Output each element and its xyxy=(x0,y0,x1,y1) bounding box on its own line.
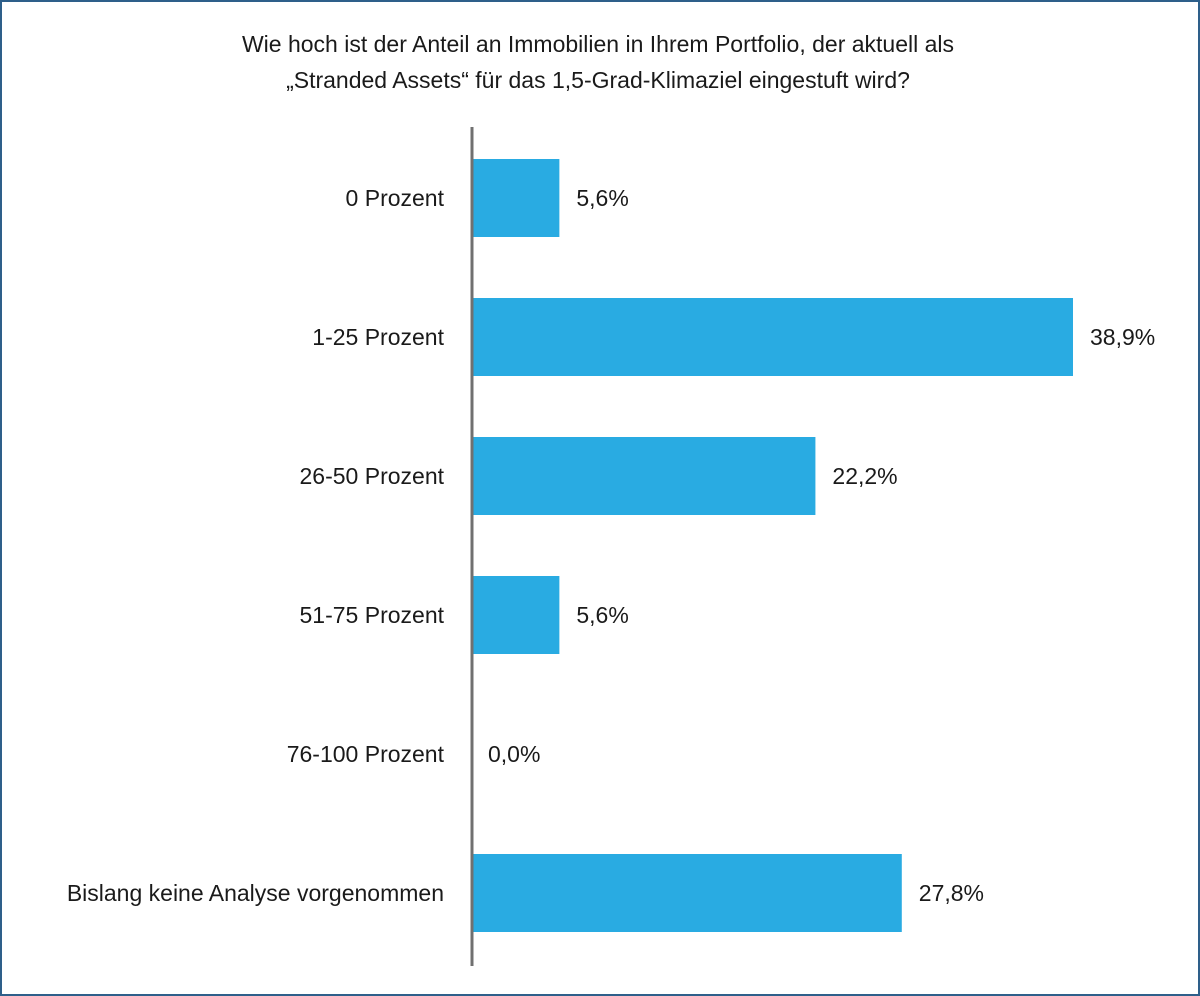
category-label-5: Bislang keine Analyse vorgenommen xyxy=(67,880,444,906)
bar-2 xyxy=(473,437,816,515)
value-label-4: 0,0% xyxy=(488,741,540,767)
category-label-0: 0 Prozent xyxy=(346,185,445,211)
value-label-5: 27,8% xyxy=(919,880,984,906)
category-label-3: 51-75 Prozent xyxy=(300,602,445,628)
category-label-2: 26-50 Prozent xyxy=(300,463,445,489)
chart-title: Wie hoch ist der Anteil an Immobilien in… xyxy=(0,26,1196,98)
bar-3 xyxy=(473,576,560,654)
chart-title-line-1: Wie hoch ist der Anteil an Immobilien in… xyxy=(241,31,955,57)
bar-1 xyxy=(473,298,1073,376)
bar-0 xyxy=(473,159,560,237)
value-label-3: 5,6% xyxy=(576,602,628,628)
value-label-1: 38,9% xyxy=(1090,324,1155,350)
category-label-1: 1-25 Prozent xyxy=(312,324,444,350)
value-label-2: 22,2% xyxy=(832,463,897,489)
chart-title-line-2: „Stranded Assets“ für das 1,5-Grad-Klima… xyxy=(286,67,910,93)
bar-5 xyxy=(473,854,902,932)
value-label-0: 5,6% xyxy=(576,185,628,211)
category-label-4: 76-100 Prozent xyxy=(287,741,445,767)
